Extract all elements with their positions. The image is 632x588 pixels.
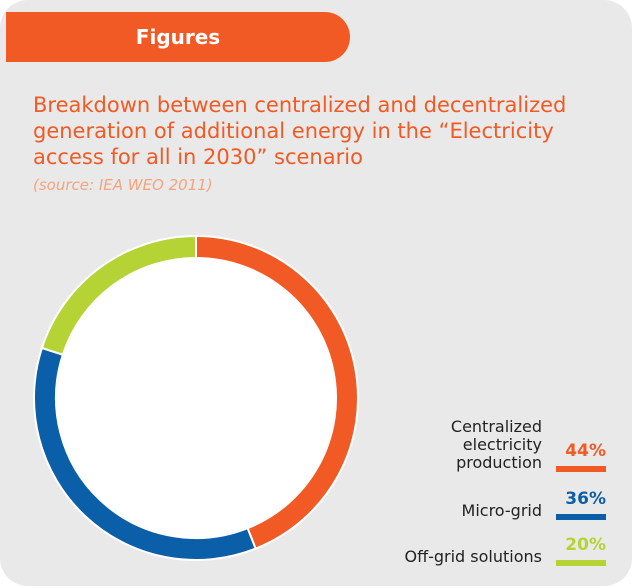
legend-item: Micro-grid 36% [462, 490, 606, 520]
donut-slice [40, 234, 197, 356]
legend-item: Centralized electricity production 44% [432, 418, 606, 472]
legend-label: Micro-grid [461, 501, 542, 520]
legend-label: Off-grid solutions [404, 547, 542, 566]
donut-hole [57, 259, 335, 537]
value-label: 36% [556, 490, 606, 520]
chart-subtitle: (source: IEA WEO 2011) [33, 176, 213, 194]
value-label: 44% [556, 442, 606, 472]
legend-item: Off-grid solutions 20% [404, 536, 606, 566]
value-label: 20% [556, 536, 606, 566]
chart-title: Breakdown between centralized and decent… [33, 93, 567, 169]
legend-label: Centralized electricity production [450, 417, 542, 472]
header-tab: Figures [6, 12, 350, 62]
